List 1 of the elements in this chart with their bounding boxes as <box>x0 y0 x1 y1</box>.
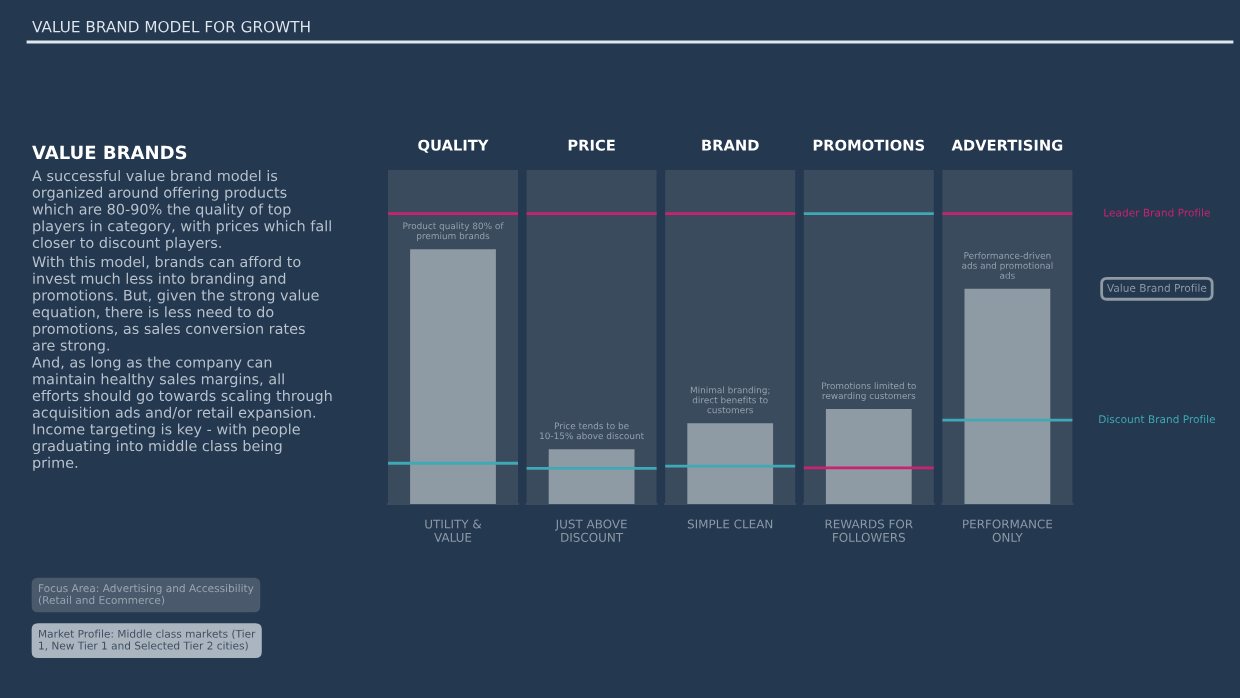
text: VALUE BRANDS <box>32 145 187 160</box>
